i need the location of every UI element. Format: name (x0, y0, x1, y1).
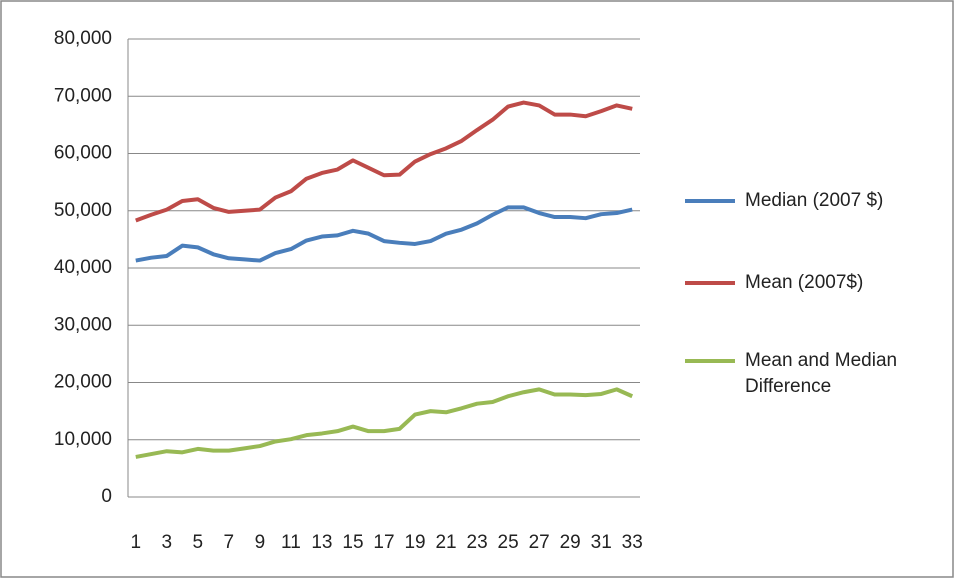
y-tick-label: 0 (101, 486, 112, 507)
y-tick-label: 50,000 (54, 200, 112, 221)
legend-label: Median (2007 $) (745, 190, 884, 211)
series-line (135, 387, 634, 459)
x-tick-label: 11 (281, 532, 301, 553)
series-line (135, 205, 633, 263)
y-tick-label: 40,000 (54, 257, 112, 278)
x-tick-label: 17 (373, 532, 394, 553)
series-line (135, 100, 633, 223)
x-tick-label: 1 (130, 532, 141, 553)
y-tick-label: 10,000 (54, 429, 112, 450)
legend-swatch (685, 199, 735, 203)
y-tick-label: 60,000 (54, 143, 112, 164)
x-tick-label: 7 (224, 532, 235, 553)
y-tick-label: 70,000 (54, 85, 112, 106)
x-tick-label: 5 (193, 532, 204, 553)
legend-swatch (685, 359, 735, 363)
x-tick-label: 25 (498, 532, 519, 553)
x-tick-label: 9 (255, 532, 266, 553)
x-tick-label: 3 (161, 532, 172, 553)
x-tick-label: 15 (342, 532, 363, 553)
x-tick-label: 27 (529, 532, 550, 553)
x-tick-label: 31 (591, 532, 612, 553)
x-tick-label: 21 (435, 532, 456, 553)
x-tick-label: 23 (467, 532, 488, 553)
y-tick-label: 20,000 (54, 372, 112, 393)
x-tick-label: 19 (404, 532, 425, 553)
y-tick-label: 80,000 (54, 28, 112, 49)
legend-swatch (685, 281, 735, 285)
legend-label: Mean and Median Difference (745, 350, 898, 397)
legend-item: Mean (2007$) (685, 270, 945, 296)
x-tick-label: 13 (311, 532, 332, 553)
x-tick-label: 29 (560, 532, 581, 553)
legend-item: Mean and Median Difference (685, 348, 945, 400)
x-tick-label: 33 (622, 532, 643, 553)
legend-label: Mean (2007$) (745, 272, 864, 293)
legend-item: Median (2007 $) (685, 188, 945, 214)
y-tick-label: 30,000 (54, 314, 112, 335)
